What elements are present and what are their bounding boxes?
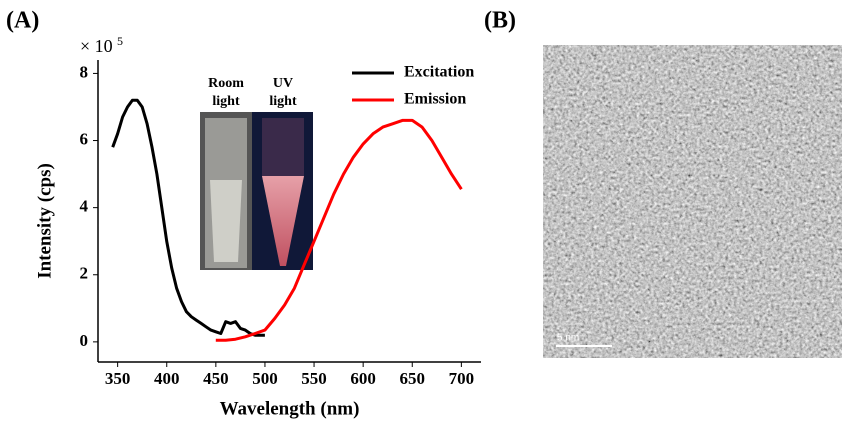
x-tick-label: 700 bbox=[449, 369, 475, 388]
x-tick-label: 450 bbox=[203, 369, 229, 388]
x-tick-label: 600 bbox=[350, 369, 376, 388]
tem-image bbox=[543, 45, 842, 358]
legend-label: Excitation bbox=[404, 64, 474, 81]
y-tick-label: 2 bbox=[80, 264, 89, 283]
legend-label: Emission bbox=[404, 91, 466, 108]
inset-photo bbox=[200, 112, 313, 270]
y-tick-label: 4 bbox=[80, 197, 89, 216]
x-tick-label: 400 bbox=[154, 369, 180, 388]
x-tick-label: 650 bbox=[400, 369, 426, 388]
y-tick-label: 6 bbox=[80, 129, 89, 148]
panel-label: (B) bbox=[484, 8, 516, 34]
y-multiplier: × 10 bbox=[80, 36, 113, 56]
x-tick-label: 550 bbox=[301, 369, 327, 388]
x-tick-label: 500 bbox=[252, 369, 278, 388]
x-tick-label: 350 bbox=[105, 369, 131, 388]
y-axis-label: Intensity (cps) bbox=[34, 163, 55, 279]
y-multiplier-exponent: 5 bbox=[117, 34, 123, 48]
x-axis-label: Wavelength (nm) bbox=[220, 398, 360, 419]
y-tick-label: 0 bbox=[80, 331, 89, 350]
panel-label: (A) bbox=[6, 8, 39, 34]
y-tick-label: 8 bbox=[80, 62, 89, 81]
figure: (A) (B) Roomlight UVlight 5 nm 0 2 4 6 8 350 4… bbox=[0, 0, 842, 425]
scale-bar-label: 5 nm bbox=[557, 333, 579, 344]
